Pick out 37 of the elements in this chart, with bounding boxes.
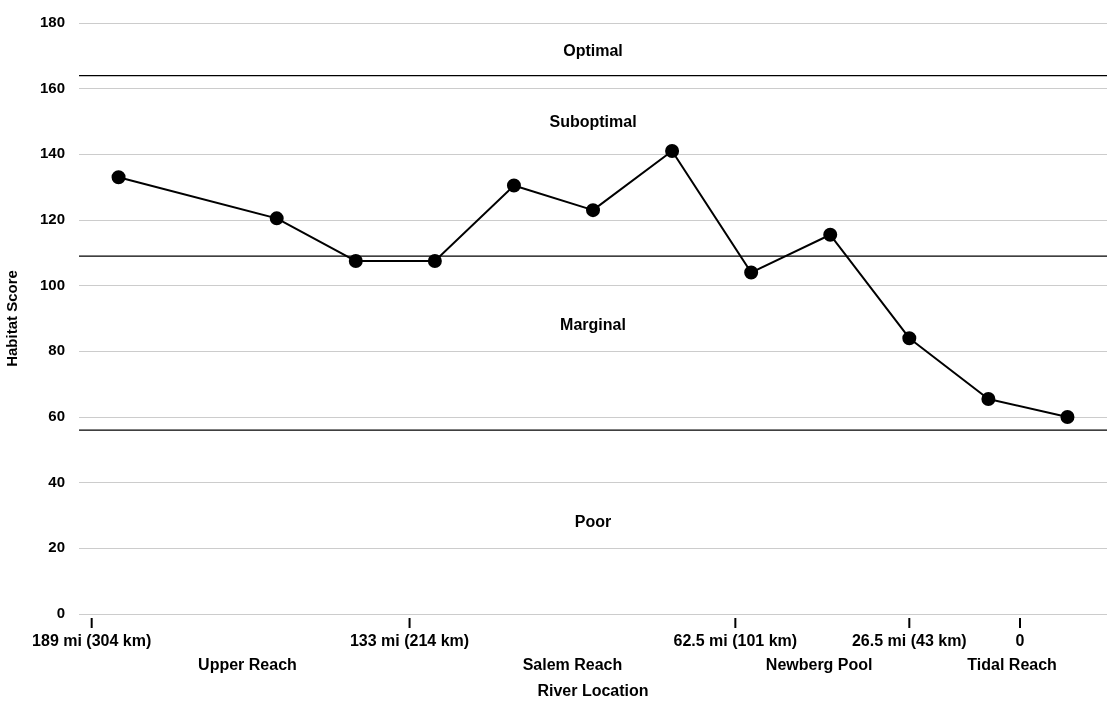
annotation: Marginal [560, 316, 626, 333]
y-tick-label: 80 [48, 341, 66, 359]
text: 133 mi (214 km) [349, 632, 470, 650]
point [823, 227, 838, 242]
y-axis-title: Habitat Score [3, 270, 21, 367]
y-tick-label: 0 [56, 604, 66, 622]
text: 189 mi (304 km) [32, 632, 152, 650]
text: 0 [1015, 632, 1025, 650]
text: Upper Reach [198, 656, 297, 674]
y-tick-label: 140 [40, 144, 66, 162]
y-tick-label: 120 [40, 210, 66, 228]
text: Newberg Pool [765, 656, 873, 674]
text: Tidal Reach [967, 656, 1057, 674]
point [111, 170, 126, 185]
x-axis-title: River Location [537, 682, 649, 700]
y-tick-label: 160 [40, 78, 66, 96]
point [506, 178, 521, 193]
annotation: Poor [574, 513, 612, 531]
text: 26.5 mi (43 km) [851, 632, 967, 650]
y-tick-label: 180 [40, 13, 66, 31]
y-tick-label: 40 [48, 472, 66, 490]
point [981, 391, 996, 406]
y-tick-label: 60 [48, 407, 66, 425]
point [1060, 410, 1075, 424]
y-tick-label: 100 [40, 275, 66, 293]
point [902, 331, 917, 346]
annotation: Suboptimal [549, 113, 637, 131]
point [586, 203, 601, 218]
point [269, 211, 284, 226]
text: 62.5 mi (101 km) [673, 632, 798, 650]
annotation: Optimal [563, 41, 623, 59]
point [348, 254, 363, 269]
point [427, 254, 442, 269]
y-tick-label: 20 [48, 538, 66, 556]
text: Salem Reach [522, 656, 623, 674]
point [744, 265, 759, 280]
point [665, 144, 680, 159]
